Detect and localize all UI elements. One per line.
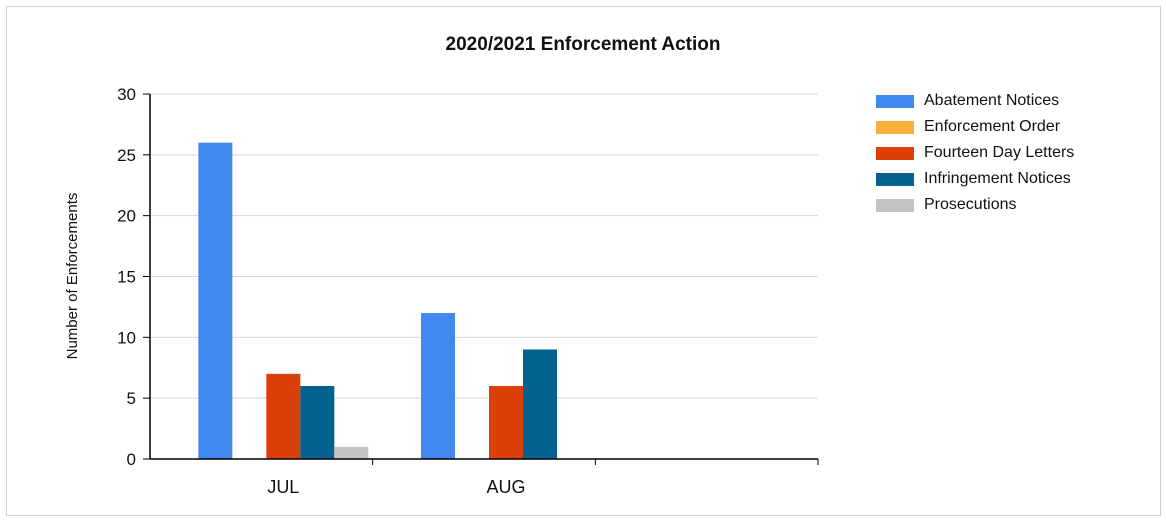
legend-label: Enforcement Order	[924, 118, 1061, 135]
legend-item-abatement-notices: Abatement Notices	[876, 88, 1074, 114]
chart-title: 2020/2021 Enforcement Action	[445, 34, 721, 55]
y-tick-label: 15	[117, 268, 136, 287]
bar-infringement-notices-jul	[300, 386, 335, 459]
bar-fourteen-day-letters-jul	[266, 373, 301, 459]
bar-fourteen-day-letters-aug	[489, 386, 523, 459]
legend-swatch	[876, 172, 914, 186]
legend-swatch	[876, 94, 914, 108]
x-tick-label: JUL	[267, 477, 299, 497]
legend-item-enforcement-order: Enforcement Order	[876, 114, 1074, 140]
y-tick-label: 10	[117, 328, 136, 347]
axes	[143, 93, 819, 465]
legend-swatch	[876, 120, 914, 134]
legend-swatch	[876, 146, 914, 160]
bar-infringement-notices-aug	[523, 349, 557, 459]
y-tick-label: 5	[127, 389, 136, 408]
legend-item-fourteen-day-letters: Fourteen Day Letters	[876, 140, 1074, 166]
gridlines	[150, 93, 818, 399]
legend-label: Infringement Notices	[924, 170, 1071, 187]
legend-item-infringement-notices: Infringement Notices	[876, 166, 1074, 192]
y-tick-label: 0	[127, 450, 136, 469]
legend: Abatement Notices Enforcement Order Four…	[876, 88, 1074, 218]
bar-abatement-notices-jul	[198, 142, 233, 459]
legend-label: Prosecutions	[924, 196, 1017, 213]
y-tick-label: 30	[117, 85, 136, 104]
y-tick-labels: 0 5 10 15 20 25 30	[117, 85, 136, 469]
bars	[198, 142, 557, 459]
x-tick-label: AUG	[486, 477, 525, 497]
y-tick-label: 20	[117, 207, 136, 226]
y-tick-label: 25	[117, 146, 136, 165]
bar-abatement-notices-aug	[421, 313, 455, 459]
legend-label: Abatement Notices	[924, 92, 1060, 109]
legend-item-prosecutions: Prosecutions	[876, 192, 1074, 218]
bar-prosecutions-jul	[334, 446, 369, 459]
legend-label: Fourteen Day Letters	[924, 144, 1075, 161]
legend-swatch	[876, 198, 914, 212]
y-axis-label: Number of Enforcements	[64, 193, 81, 360]
x-tick-labels: JUL AUG	[267, 477, 525, 497]
